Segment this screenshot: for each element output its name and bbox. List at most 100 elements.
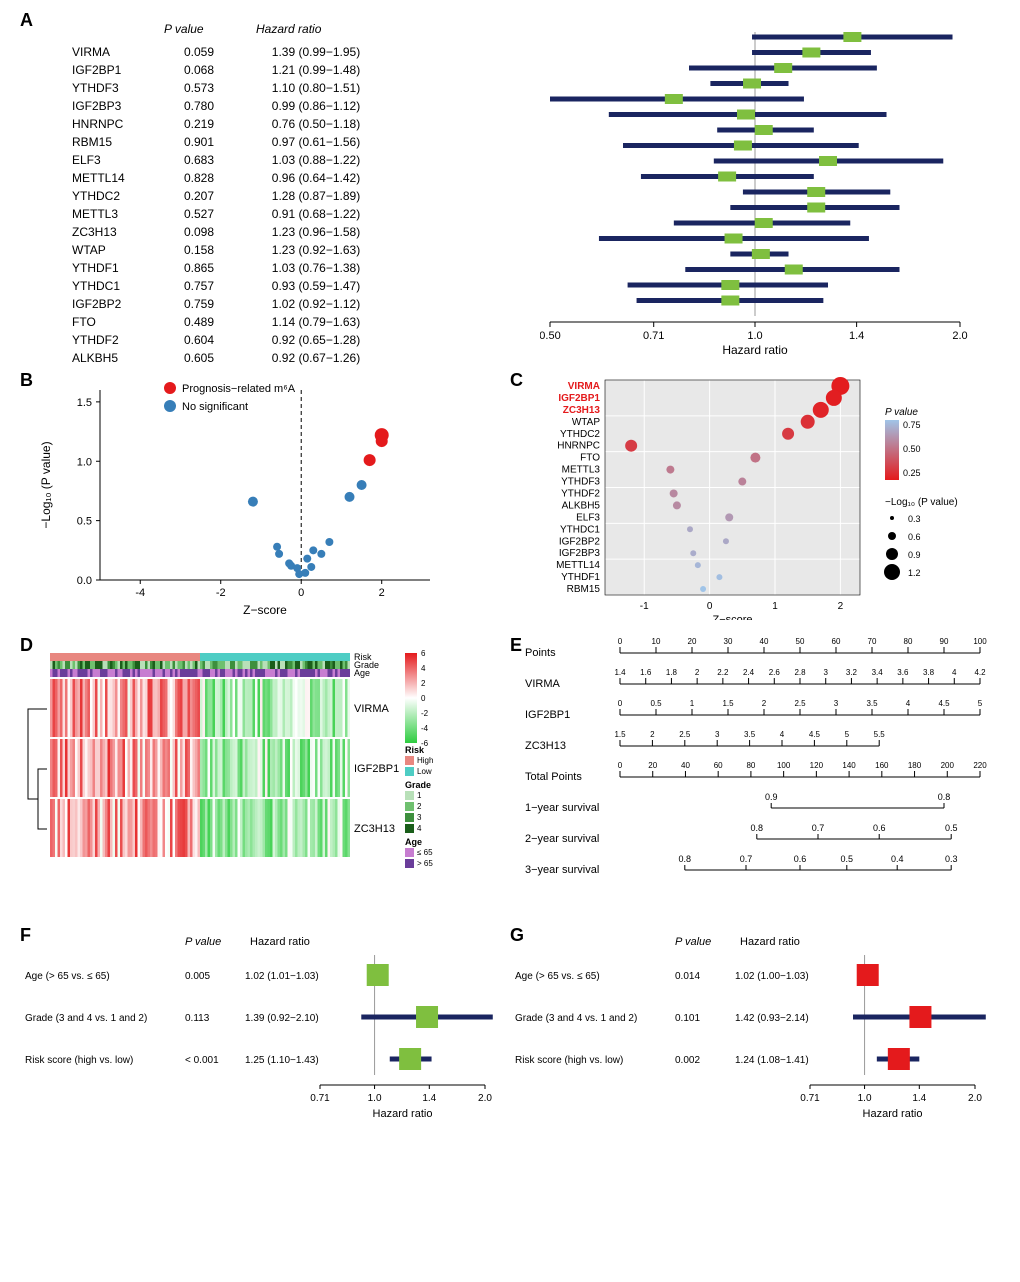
svg-text:High: High [417,756,433,765]
p-value: 0.780 [164,98,254,114]
svg-text:-4: -4 [421,724,429,733]
hr-text: 1.23 (0.96−1.58) [256,224,396,240]
bubble-plot: VIRMAIGF2BP1ZC3H13WTAPYTHDC2HNRNPCFTOMET… [500,370,1000,620]
panel-a-label: A [20,10,33,31]
gene-name: ALKBH5 [72,350,162,366]
panel-b: -4-2020.00.51.01.5Z−score−Log₁₀ (P value… [20,370,470,620]
svg-text:1.0: 1.0 [747,330,762,342]
svg-text:100: 100 [973,637,987,646]
gene-name: IGF2BP3 [72,98,162,114]
svg-text:3.5: 3.5 [744,730,756,739]
svg-text:Age: Age [405,837,422,847]
hr-text: 1.03 (0.76−1.38) [256,260,396,276]
gene-name: ZC3H13 [72,224,162,240]
svg-text:200: 200 [941,761,955,770]
svg-text:−Log₁₀ (P value): −Log₁₀ (P value) [885,497,958,508]
svg-text:160: 160 [875,761,889,770]
gene-name: HNRNPC [72,116,162,132]
svg-text:0.8: 0.8 [938,792,951,802]
svg-text:1.5: 1.5 [722,699,734,708]
nomogram: Points0102030405060708090100VIRMA1.41.61… [520,635,990,905]
p-value: 0.158 [164,242,254,258]
svg-text:2: 2 [650,730,655,739]
hr-text: 0.99 (0.86−1.12) [256,98,396,114]
svg-text:30: 30 [724,637,733,646]
hr-text: 0.96 (0.64−1.42) [256,170,396,186]
svg-text:HNRNPC: HNRNPC [557,441,600,452]
gene-name: YTHDC1 [72,278,162,294]
svg-text:80: 80 [746,761,755,770]
svg-text:3−year survival: 3−year survival [525,864,599,876]
svg-text:Age: Age [354,668,370,678]
gene-name: IGF2BP2 [72,296,162,312]
svg-text:Grade (3 and 4 vs. 1 and 2): Grade (3 and 4 vs. 1 and 2) [515,1013,637,1024]
svg-text:1.5: 1.5 [614,730,626,739]
svg-text:FTO: FTO [580,453,600,464]
hr-text: 1.21 (0.99−1.48) [256,62,396,78]
svg-text:1.8: 1.8 [666,668,678,677]
svg-text:220: 220 [973,761,987,770]
svg-text:0.5: 0.5 [945,823,958,833]
hr-text: 1.39 (0.99−1.95) [256,44,396,60]
svg-text:2: 2 [379,587,385,599]
svg-text:5.5: 5.5 [874,730,886,739]
hr-text: 1.23 (0.92−1.63) [256,242,396,258]
svg-text:60: 60 [832,637,841,646]
gene-name: ELF3 [72,152,162,168]
svg-text:2.2: 2.2 [717,668,729,677]
svg-text:140: 140 [842,761,856,770]
svg-text:4: 4 [780,730,785,739]
svg-text:1.4: 1.4 [422,1093,436,1104]
svg-text:0: 0 [618,761,623,770]
svg-text:P value: P value [885,407,918,418]
svg-text:Z−score: Z−score [712,614,752,620]
svg-text:YTHDF2: YTHDF2 [561,488,600,499]
hr-text: 0.76 (0.50−1.18) [256,116,396,132]
svg-text:YTHDF3: YTHDF3 [561,477,600,488]
svg-text:Prognosis−related m⁶A: Prognosis−related m⁶A [182,383,296,395]
panel-a-forest: 0.500.711.01.42.0Hazard ratio [540,25,980,360]
svg-text:4.5: 4.5 [809,730,821,739]
panel-f: P valueHazard ratioAge (> 65 vs. ≤ 65)0.… [20,925,500,1140]
svg-text:0.002: 0.002 [675,1055,700,1066]
svg-text:1: 1 [690,699,695,708]
svg-text:0.50: 0.50 [903,444,921,454]
svg-text:Hazard ratio: Hazard ratio [722,343,788,357]
svg-text:0.5: 0.5 [841,854,854,864]
p-value: 0.757 [164,278,254,294]
svg-text:1.4: 1.4 [614,668,626,677]
svg-text:1.2: 1.2 [908,568,921,578]
svg-text:10: 10 [652,637,661,646]
hr-text: 1.10 (0.80−1.51) [256,80,396,96]
heatmap: RiskGradeAgeVIRMAIGF2BP1ZC3H13-6-4-20246… [20,635,500,905]
svg-text:2.5: 2.5 [794,699,806,708]
svg-text:2.5: 2.5 [679,730,691,739]
svg-text:4.2: 4.2 [974,668,986,677]
svg-text:0.25: 0.25 [903,468,921,478]
svg-text:0.50: 0.50 [540,330,561,342]
svg-text:90: 90 [940,637,949,646]
svg-text:5: 5 [845,730,850,739]
svg-text:80: 80 [904,637,913,646]
hr-text: 0.92 (0.67−1.26) [256,350,396,366]
svg-text:0: 0 [618,637,623,646]
svg-text:METTL14: METTL14 [556,560,600,571]
svg-text:0.8: 0.8 [751,823,764,833]
svg-text:0.6: 0.6 [873,823,886,833]
svg-text:YTHDC1: YTHDC1 [560,524,600,535]
svg-text:Age (> 65 vs. ≤ 65): Age (> 65 vs. ≤ 65) [25,971,110,982]
svg-text:1.4: 1.4 [849,330,864,342]
svg-text:ALKBH5: ALKBH5 [562,500,601,511]
svg-text:120: 120 [810,761,824,770]
svg-text:1: 1 [417,791,422,800]
svg-text:0: 0 [707,601,713,612]
svg-text:0.8: 0.8 [679,854,692,864]
svg-text:1.6: 1.6 [640,668,652,677]
svg-text:1.24 (1.08−1.41): 1.24 (1.08−1.41) [735,1055,809,1066]
hr-text: 0.97 (0.61−1.56) [256,134,396,150]
svg-text:Hazard ratio: Hazard ratio [740,936,800,948]
svg-text:2: 2 [417,802,422,811]
svg-text:2: 2 [695,668,700,677]
svg-text:0.3: 0.3 [908,514,921,524]
hr-text: 0.92 (0.65−1.28) [256,332,396,348]
